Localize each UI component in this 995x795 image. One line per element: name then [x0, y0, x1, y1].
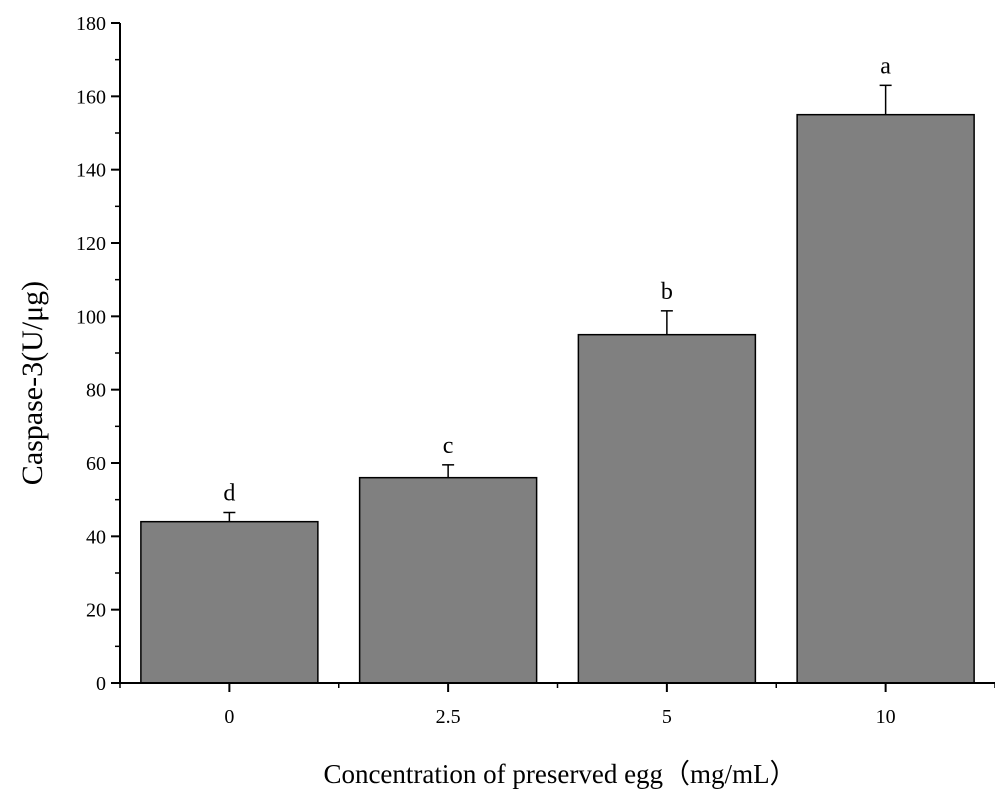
- y-tick-label-140: 140: [76, 160, 106, 182]
- significance-label-0: d: [223, 481, 235, 507]
- y-tick-label-80: 80: [86, 380, 106, 402]
- bar-5: [577, 333, 757, 684]
- error-bars-group: [223, 84, 892, 522]
- x-tick-label-0: 0: [224, 706, 234, 728]
- y-ticks-group: 0 20 40 60 80 100 120 140 160 180: [76, 13, 120, 695]
- significance-label-10: a: [880, 53, 891, 79]
- x-tick-label-10: 10: [876, 706, 896, 728]
- y-tick-label-60: 60: [86, 453, 106, 475]
- x-axis-title: Concentration of preserved egg（mg/mL）: [323, 759, 796, 789]
- x-ticks-group: 0 2.5 5 10: [119, 683, 995, 728]
- y-tick-label-180: 180: [76, 13, 106, 35]
- significance-labels-group: d c b a: [223, 53, 891, 506]
- bar-0: [140, 520, 319, 684]
- y-tick-label-40: 40: [86, 526, 106, 548]
- y-tick-label-100: 100: [76, 306, 106, 328]
- bar-2.5: [358, 476, 538, 684]
- y-tick-label-20: 20: [86, 600, 106, 622]
- bar-10: [796, 113, 975, 684]
- y-tick-label-0: 0: [96, 673, 106, 695]
- bars-group: [140, 113, 975, 684]
- significance-label-2.5: c: [443, 433, 454, 459]
- y-axis-title: Caspase-3(U/μg): [16, 281, 49, 485]
- x-tick-label-5: 5: [662, 706, 672, 728]
- x-tick-label-2.5: 2.5: [436, 706, 461, 728]
- y-tick-label-120: 120: [76, 233, 106, 255]
- y-tick-label-160: 160: [76, 86, 106, 108]
- significance-label-5: b: [661, 279, 673, 305]
